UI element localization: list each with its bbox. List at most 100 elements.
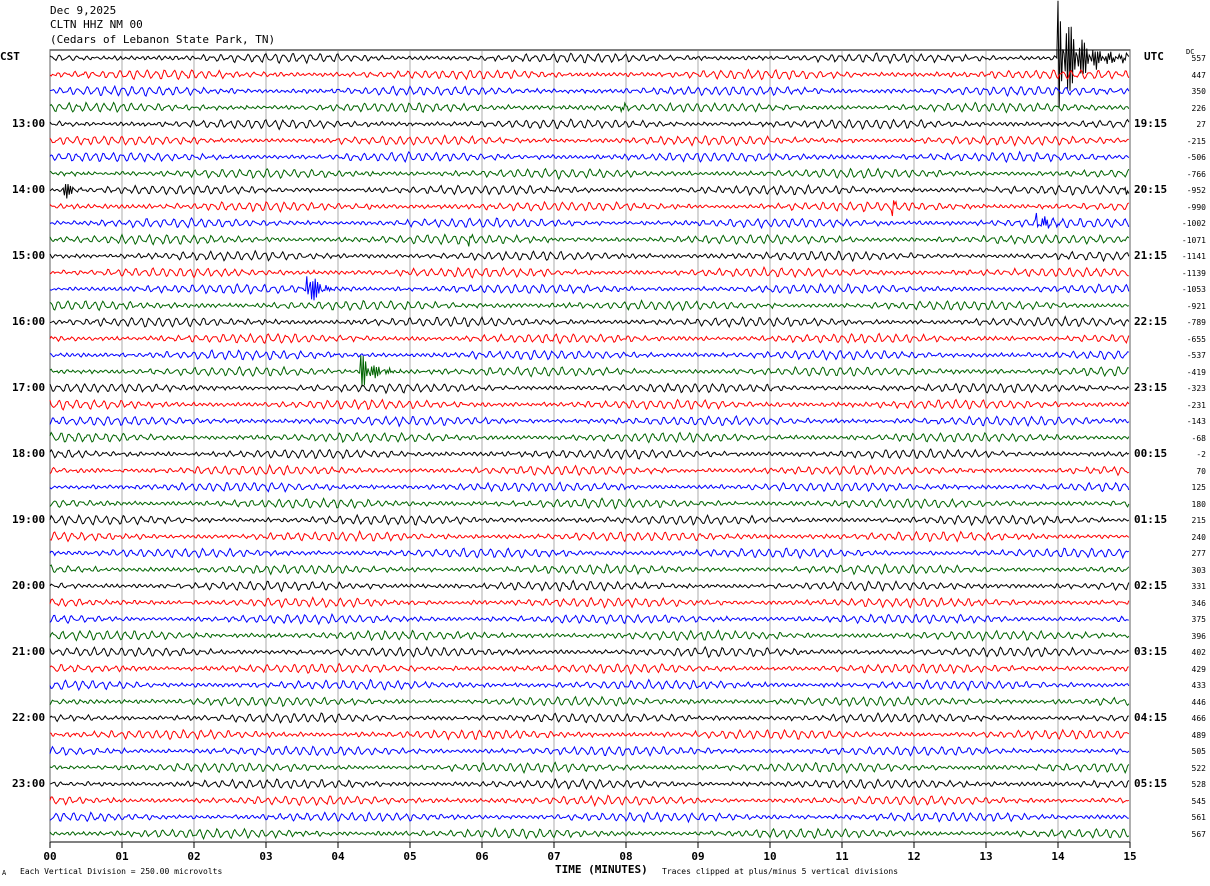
trace-line-40 <box>49 712 1130 724</box>
x-tick-label: 07 <box>547 850 561 863</box>
trace-line-37 <box>49 662 1129 675</box>
x-tick-label: 05 <box>403 850 417 863</box>
trace-line-24 <box>49 448 1130 461</box>
dc-offset-value: 505 <box>1191 747 1206 756</box>
dc-offset-value: 429 <box>1191 664 1206 674</box>
trace-line-34 <box>49 612 1129 626</box>
x-tick-label: 09 <box>691 850 705 863</box>
cst-time-label: 14:00 <box>12 183 46 196</box>
dc-offset-value: 331 <box>1191 582 1206 591</box>
trace-line-14 <box>49 276 1130 301</box>
dc-offset-value: 528 <box>1191 780 1206 789</box>
x-tick-label: 01 <box>115 850 129 863</box>
trace-line-8 <box>49 183 1130 199</box>
trace-line-23 <box>49 431 1130 444</box>
cst-time-label: 17:00 <box>12 381 46 394</box>
trace-line-11 <box>49 233 1130 247</box>
utc-time-label: 19:15 <box>1134 117 1168 130</box>
dc-offset-value: 447 <box>1191 70 1206 80</box>
trace-line-13 <box>49 265 1129 279</box>
trace-line-12 <box>49 249 1130 263</box>
trace-line-32 <box>49 579 1130 593</box>
trace-line-10 <box>49 212 1130 230</box>
dc-offset-value: 375 <box>1191 615 1206 624</box>
dc-offset-value: -1002 <box>1181 219 1206 228</box>
dc-offset-value: 402 <box>1191 648 1206 657</box>
x-tick-label: 02 <box>187 850 201 863</box>
x-tick-label: 00 <box>43 850 57 863</box>
trace-line-7 <box>49 167 1130 181</box>
dc-offset-value: -1141 <box>1181 252 1206 261</box>
x-tick-label: 14 <box>1051 850 1065 863</box>
dc-offset-value: 240 <box>1191 532 1206 542</box>
x-tick-label: 08 <box>619 850 633 863</box>
station-label: CLTN HHZ NM 00 <box>50 18 143 31</box>
trace-line-6 <box>49 150 1130 164</box>
utc-time-label: 01:15 <box>1134 513 1168 526</box>
dc-offset-value: 567 <box>1191 829 1206 839</box>
dc-offset-value: -419 <box>1186 367 1206 377</box>
x-tick-label: 13 <box>979 850 993 863</box>
utc-time-label: 05:15 <box>1134 777 1168 790</box>
utc-time-label: 02:15 <box>1134 579 1168 592</box>
dc-offset-value: 557 <box>1191 54 1206 63</box>
x-tick-label: 06 <box>475 850 489 863</box>
dc-offset-value: -655 <box>1186 334 1206 344</box>
dc-offset-value: -143 <box>1186 417 1206 426</box>
trace-line-5 <box>49 134 1129 147</box>
dc-header: DC <box>1186 48 1195 56</box>
dc-offset-value: 350 <box>1191 87 1206 96</box>
x-tick-label: 12 <box>907 850 921 863</box>
x-tick-label: 04 <box>331 850 345 863</box>
utc-time-label: 21:15 <box>1134 249 1168 262</box>
dc-offset-value: -952 <box>1186 186 1206 195</box>
trace-line-15 <box>49 299 1130 312</box>
cst-time-label: 20:00 <box>12 579 46 592</box>
dc-offset-value: 433 <box>1191 681 1206 690</box>
trace-line-44 <box>49 778 1130 791</box>
dc-offset-value: 522 <box>1191 763 1206 773</box>
trace-line-18 <box>49 349 1129 362</box>
trace-line-4 <box>49 118 1130 131</box>
dc-offset-value: 125 <box>1191 483 1206 492</box>
corner-mark: A <box>2 869 7 877</box>
utc-time-label: 00:15 <box>1134 447 1168 460</box>
dc-offset-value: 215 <box>1191 516 1206 525</box>
utc-time-label: 20:15 <box>1134 183 1168 196</box>
x-tick-label: 03 <box>259 850 273 863</box>
dc-offset-value: 396 <box>1191 631 1206 641</box>
cst-time-label: 22:00 <box>12 711 46 724</box>
trace-line-35 <box>49 629 1130 642</box>
dc-offset-value: 346 <box>1191 598 1206 608</box>
trace-line-22 <box>49 414 1130 428</box>
trace-line-19 <box>49 355 1129 387</box>
cst-time-label: 21:00 <box>12 645 46 658</box>
trace-line-3 <box>49 101 1130 114</box>
utc-time-label: 04:15 <box>1134 711 1168 724</box>
dc-offset-value: 277 <box>1191 549 1206 558</box>
dc-offset-value: -323 <box>1186 384 1206 393</box>
dc-offset-value: 545 <box>1191 796 1206 806</box>
trace-line-36 <box>49 645 1129 659</box>
trace-line-27 <box>49 497 1130 510</box>
cst-time-label: 19:00 <box>12 513 46 526</box>
trace-line-33 <box>49 596 1130 609</box>
dc-offset-value: 303 <box>1191 565 1206 575</box>
dc-offset-value: 466 <box>1191 714 1206 723</box>
left-timezone-label: CST <box>0 50 20 63</box>
dc-offset-value: -1139 <box>1181 268 1206 278</box>
trace-line-21 <box>49 398 1130 411</box>
dc-offset-value: -2 <box>1196 450 1206 459</box>
trace-line-41 <box>49 728 1130 741</box>
dc-offset-value: 180 <box>1191 499 1206 509</box>
dc-offset-value: -1053 <box>1181 285 1206 294</box>
dc-offset-value: 489 <box>1191 730 1206 740</box>
dc-offset-value: 446 <box>1191 697 1206 707</box>
x-tick-label: 11 <box>835 850 849 863</box>
dc-offset-value: -506 <box>1186 153 1206 162</box>
dc-offset-value: 561 <box>1191 813 1206 822</box>
location-label: (Cedars of Lebanon State Park, TN) <box>50 33 276 46</box>
trace-line-26 <box>49 481 1130 493</box>
trace-line-43 <box>49 761 1130 775</box>
